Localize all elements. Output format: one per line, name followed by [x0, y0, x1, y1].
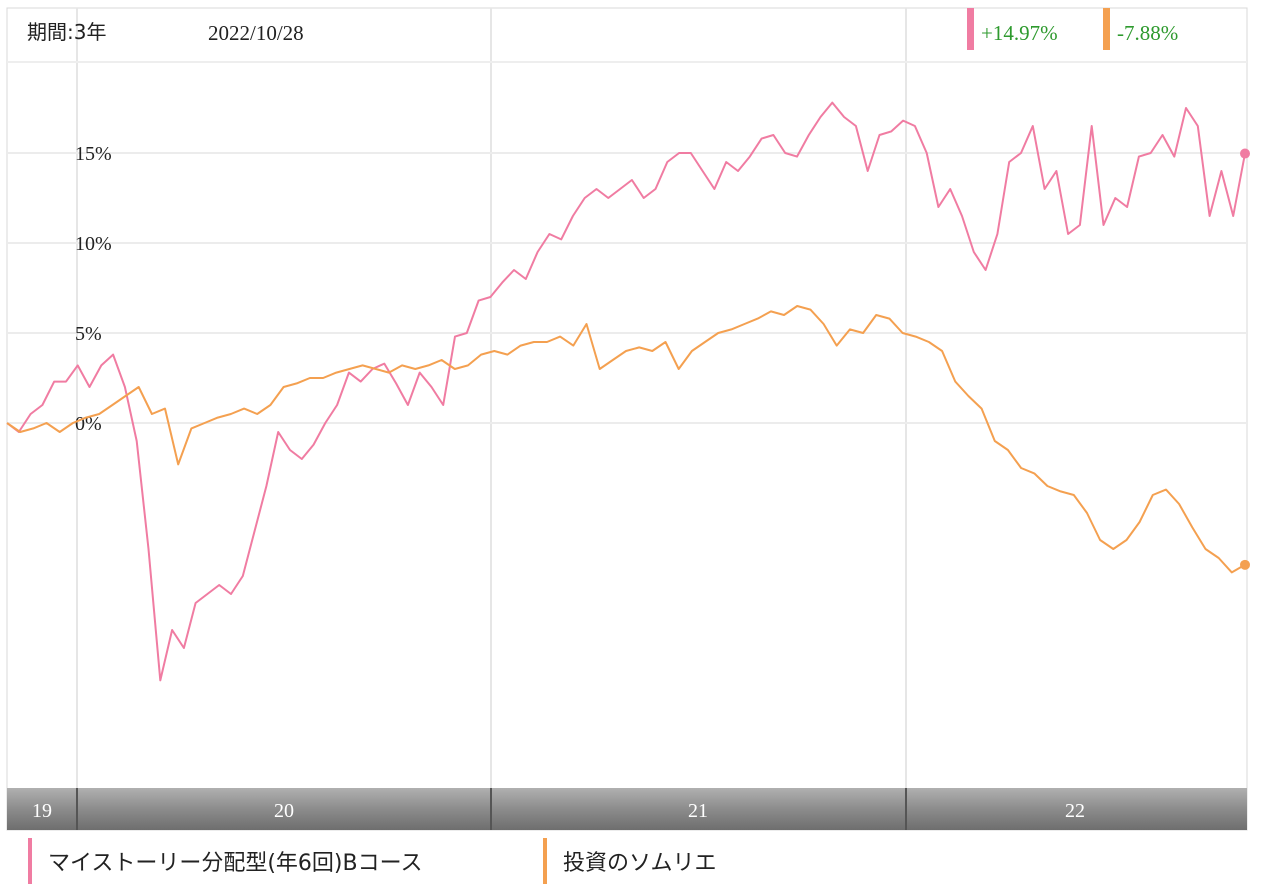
x-tick-label: 19 [32, 800, 52, 822]
x-tick-label: 21 [688, 800, 708, 822]
x-tick-labels: 19 20 21 22 [32, 800, 1085, 822]
x-tick-label: 20 [274, 800, 294, 822]
series-1-change-label: +14.97% [981, 21, 1058, 45]
period-label: 期間:3年 [27, 20, 106, 44]
y-tick-label: 5% [75, 323, 102, 345]
x-axis-band [7, 788, 1247, 830]
series-line-2 [6, 305, 1246, 574]
legend-label: マイストーリー分配型(年6回)Bコース [48, 851, 423, 876]
legend-label: 投資のソムリエ [563, 851, 717, 876]
legend-item-series-2: 投資のソムリエ [543, 838, 717, 884]
date-label: 2022/10/28 [208, 21, 304, 45]
series-group [6, 101, 1250, 682]
series-2-change-label: -7.88% [1117, 21, 1178, 45]
legend-item-series-1: マイストーリー分配型(年6回)Bコース [28, 838, 423, 884]
horizontal-gridlines [7, 152, 1247, 424]
legend-swatch [28, 838, 32, 884]
series-end-point-2 [1240, 559, 1250, 570]
y-tick-label: 15% [75, 143, 112, 165]
legend-swatch [543, 838, 547, 884]
series-line-1 [6, 101, 1246, 682]
series-end-point-1 [1240, 148, 1250, 159]
x-tick-label: 22 [1065, 800, 1085, 822]
y-tick-label: 10% [75, 233, 112, 255]
series-1-change-swatch [967, 8, 974, 50]
series-2-change-swatch [1103, 8, 1110, 50]
plot-frame [6, 7, 1248, 831]
